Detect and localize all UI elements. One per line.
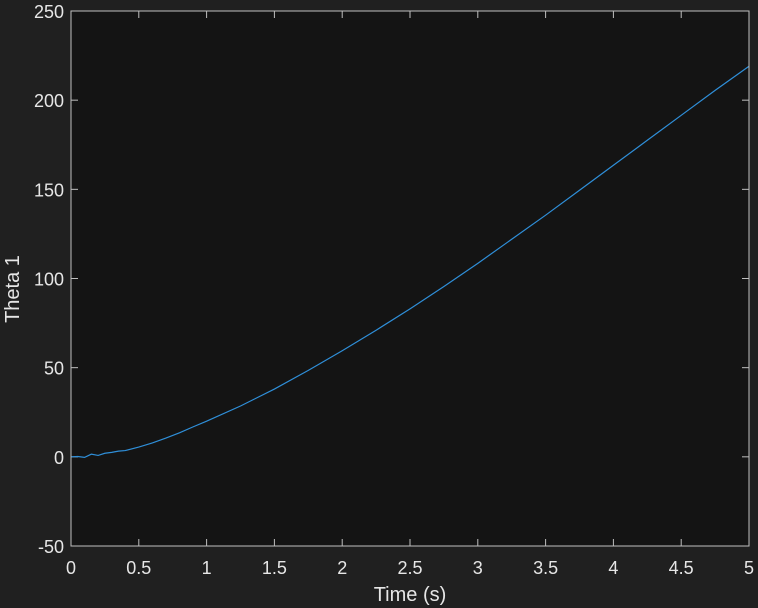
y-tick-label: -50 bbox=[38, 537, 64, 557]
x-tick-label: 1 bbox=[202, 558, 212, 578]
x-tick-label: 3.5 bbox=[533, 558, 558, 578]
x-tick-label: 4.5 bbox=[669, 558, 694, 578]
y-tick-label: 100 bbox=[34, 270, 64, 290]
plot-area bbox=[71, 11, 749, 546]
axes-frame bbox=[70, 10, 750, 547]
y-tick-label: 150 bbox=[34, 180, 64, 200]
x-tick-label: 3 bbox=[473, 558, 483, 578]
x-tick-label: 2.5 bbox=[397, 558, 422, 578]
y-tick-label: 200 bbox=[34, 91, 64, 111]
y-tick-label: 50 bbox=[44, 359, 64, 379]
x-tick-label: 4 bbox=[608, 558, 618, 578]
y-tick-labels: -50 0 50 100 150 200 250 bbox=[34, 2, 64, 557]
x-tick-label: 5 bbox=[744, 558, 754, 578]
x-tick-label: 2 bbox=[337, 558, 347, 578]
y-axis-label: Theta 1 bbox=[2, 255, 24, 323]
x-axis-label: Time (s) bbox=[374, 584, 447, 606]
x-tick-labels: 0 0.5 1 1.5 2 2.5 3 3.5 4 4.5 5 bbox=[66, 558, 754, 578]
x-tick-label: 1.5 bbox=[262, 558, 287, 578]
x-tick-label: 0 bbox=[66, 558, 76, 578]
x-tick-label: 0.5 bbox=[126, 558, 151, 578]
y-tick-label: 250 bbox=[34, 2, 64, 22]
y-tick-label: 0 bbox=[54, 448, 64, 468]
series-line bbox=[70, 65, 750, 458]
